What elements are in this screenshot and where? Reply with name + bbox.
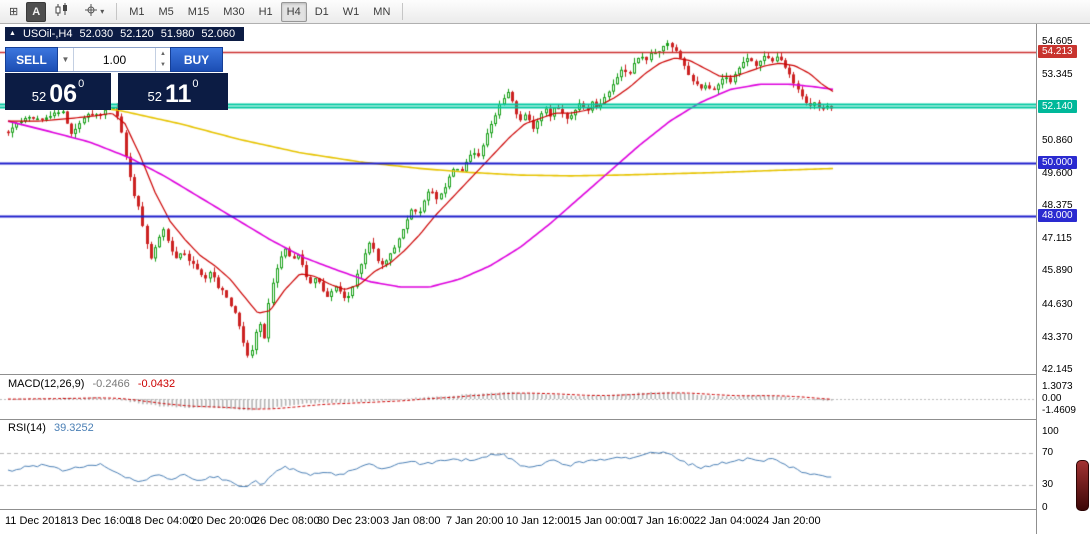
- scroll-gauge: [1076, 460, 1089, 511]
- axis-tick-label: 45.890: [1042, 265, 1073, 276]
- crosshair-button[interactable]: ▾: [78, 2, 110, 22]
- tf-button-m30[interactable]: M30: [223, 5, 245, 18]
- chart-type-button[interactable]: [48, 2, 76, 22]
- time-axis-label: 18 Dec 04:00: [129, 515, 195, 527]
- quote-open: 52.030: [79, 28, 114, 40]
- chevron-down-icon: ▼: [61, 55, 70, 64]
- price-badge: 48.000: [1038, 209, 1077, 222]
- time-axis-label: 7 Jan 20:00: [446, 515, 504, 527]
- one-click-trade-panel: SELL ▼ 1.00 ▲ ▼ BUY: [5, 47, 223, 72]
- time-axis-label: 30 Dec 23:00: [317, 515, 383, 527]
- panel-divider: [0, 509, 1090, 510]
- panel-divider: [0, 419, 1090, 420]
- axis-tick-label: 44.630: [1042, 299, 1073, 310]
- volume-box: ▼ 1.00 ▲ ▼: [58, 47, 170, 72]
- ask-sup: 0: [192, 78, 199, 90]
- ask-big: 11: [164, 80, 192, 108]
- macd-legend: MACD(12,26,9) -0.2466 -0.0432: [8, 378, 175, 390]
- panel-divider: [0, 374, 1090, 375]
- macd-signal-value: -0.0432: [137, 378, 176, 390]
- annotate-label: A: [32, 5, 41, 18]
- stepper-up-icon: ▲: [160, 50, 166, 57]
- ask-price-display[interactable]: 52 11 0: [118, 73, 228, 110]
- bid-head: 52: [31, 89, 47, 104]
- rsi-value: 39.3252: [53, 422, 94, 434]
- volume-dropdown[interactable]: ▼: [58, 48, 74, 71]
- quote-high: 52.120: [120, 28, 154, 40]
- time-axis-label: 26 Dec 08:00: [254, 515, 320, 527]
- up-triangle-icon: ▲: [9, 30, 16, 37]
- rsi-label: RSI(14): [8, 422, 46, 434]
- axis-tick-label: 47.115: [1042, 233, 1072, 244]
- axis-tick-label: 100: [1042, 426, 1059, 437]
- sell-button[interactable]: SELL: [5, 47, 58, 72]
- time-axis-label: 10 Jan 12:00: [506, 515, 570, 527]
- rsi-legend: RSI(14) 39.3252: [8, 422, 94, 434]
- bid-sup: 0: [78, 78, 85, 90]
- symbol-quote-bar: ▲ USOil-,H4 52.030 52.120 51.980 52.060: [5, 27, 245, 41]
- candlestick-chart-icon: [54, 3, 70, 20]
- axis-tick-label: -1.4609: [1042, 405, 1076, 416]
- tf-button-m5[interactable]: M5: [158, 5, 174, 18]
- axis-tick-label: 50.860: [1042, 135, 1073, 146]
- price-axis[interactable]: 54.60553.34552.08550.86049.60048.37547.1…: [1036, 24, 1090, 534]
- time-axis-label: 17 Jan 16:00: [631, 515, 695, 527]
- buy-button[interactable]: BUY: [170, 47, 223, 72]
- price-badge: 52.140: [1038, 100, 1077, 113]
- macd-indicator-chart[interactable]: [0, 375, 1036, 419]
- toolbar: ⊞ A ▾ M1 M5 M15 M30 H1 H4 D1 W1 MN: [0, 0, 1090, 24]
- quote-low: 51.980: [160, 28, 195, 40]
- axis-tick-label: 49.600: [1042, 168, 1073, 179]
- stepper-down-icon: ▼: [160, 62, 166, 69]
- volume-stepper[interactable]: ▲ ▼: [155, 48, 170, 71]
- time-axis-label: 11 Dec 2018: [5, 515, 67, 527]
- tf-button-w1[interactable]: W1: [342, 5, 360, 18]
- axis-tick-label: 43.370: [1042, 332, 1073, 343]
- tf-button-m1[interactable]: M1: [129, 5, 145, 18]
- time-axis-label: 13 Dec 16:00: [66, 515, 132, 527]
- axis-tick-label: 48.375: [1042, 200, 1073, 211]
- price-badge: 54.213: [1038, 45, 1077, 58]
- macd-label: MACD(12,26,9): [8, 378, 85, 390]
- chevron-down-icon: ▾: [100, 7, 105, 16]
- price-display-row: 52 06 0 52 11 0: [5, 73, 228, 110]
- quote-close: 52.060: [201, 28, 236, 40]
- toolbar-separator: [402, 3, 404, 20]
- time-axis-label: 15 Jan 00:00: [569, 515, 633, 527]
- volume-input[interactable]: 1.00: [102, 52, 127, 67]
- bid-price-display[interactable]: 52 06 0: [5, 73, 111, 110]
- tf-button-h4[interactable]: H4: [280, 1, 307, 22]
- time-axis-label: 3 Jan 08:00: [383, 515, 441, 527]
- toolbar-separator: [116, 3, 118, 20]
- axis-tick-label: 42.145: [1042, 364, 1073, 375]
- tf-button-d1[interactable]: D1: [314, 5, 329, 18]
- window-icon: ⊞: [9, 6, 19, 18]
- time-axis-label: 22 Jan 04:00: [694, 515, 758, 527]
- tf-button-m15[interactable]: M15: [187, 5, 210, 18]
- crosshair-icon: [84, 3, 98, 20]
- annotate-button[interactable]: A: [26, 1, 47, 22]
- axis-tick-label: 0.00: [1042, 393, 1062, 404]
- time-axis-label: 24 Jan 20:00: [757, 515, 821, 527]
- window-button[interactable]: ⊞: [3, 2, 24, 22]
- rsi-indicator-chart[interactable]: [0, 420, 1036, 509]
- price-badge: 50.000: [1038, 156, 1077, 169]
- axis-tick-label: 53.345: [1042, 69, 1073, 80]
- axis-tick-label: 70: [1042, 447, 1054, 458]
- time-axis[interactable]: 11 Dec 2018 13 Dec 16:00 18 Dec 04:00 20 De…: [0, 510, 1036, 534]
- ask-head: 52: [147, 89, 162, 104]
- axis-tick-label: 30: [1042, 479, 1054, 490]
- axis-tick-label: 0: [1042, 502, 1048, 513]
- axis-tick-label: 1.3073: [1042, 381, 1073, 392]
- bid-big: 06: [49, 80, 78, 108]
- tf-button-h1[interactable]: H1: [258, 5, 273, 18]
- axis-tick-label: 54.605: [1042, 36, 1073, 47]
- macd-main-value: -0.2466: [92, 378, 130, 390]
- time-axis-label: 20 Dec 20:00: [191, 515, 257, 527]
- tf-button-mn[interactable]: MN: [373, 5, 391, 18]
- quote-symbol: USOil-,H4: [22, 28, 73, 40]
